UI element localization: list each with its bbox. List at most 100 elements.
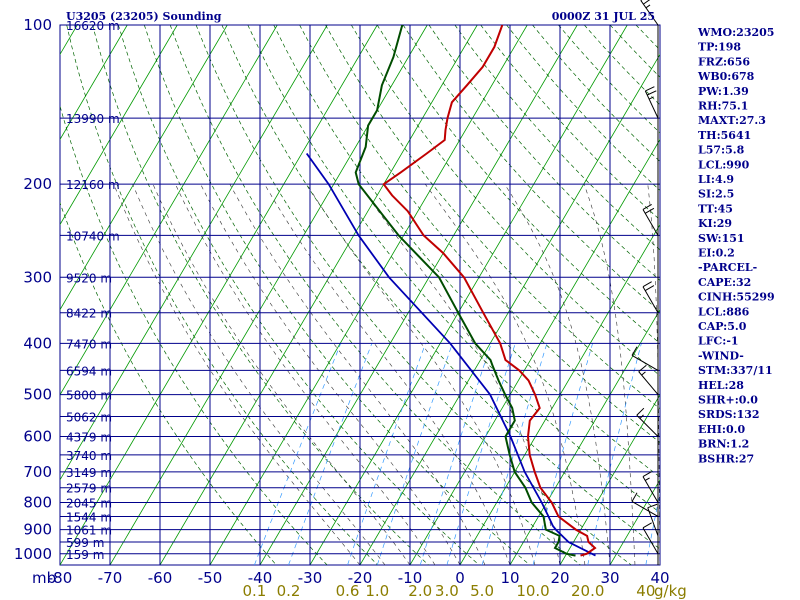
- wind-barb: [642, 471, 659, 503]
- units-label: mb: [32, 569, 56, 587]
- stability-index: SRDS:132: [698, 408, 760, 421]
- mixing-ratio-tick-label: 0.1: [243, 582, 267, 600]
- mixing-ratio-line: [532, 343, 593, 565]
- height-tick-label: 1544 m: [66, 510, 112, 524]
- wind-barb-half-flag: [641, 371, 646, 376]
- wind-barb-half-flag: [645, 4, 651, 9]
- mixing-ratio-tick-label: 5.0: [470, 582, 494, 600]
- isotherm-line: [309, 25, 628, 565]
- moist-adiabat-line: [504, 184, 611, 565]
- height-tick-label: 3740 m: [66, 449, 112, 463]
- stability-index: SI:2.5: [698, 188, 734, 201]
- pressure-tick-label: 700: [23, 463, 52, 481]
- wind-barb-flag: [643, 0, 651, 5]
- moist-adiabat-line: [229, 184, 486, 565]
- wind-barb-staff: [647, 507, 659, 537]
- parcel-trace: [305, 152, 596, 557]
- temperature-tick-label: -20: [348, 569, 373, 587]
- moist-adiabat-line: [306, 184, 536, 565]
- moist-adiabat-line: [264, 184, 511, 565]
- temperature-tick-label: -30: [298, 569, 323, 587]
- wind-barb-flag: [645, 86, 655, 92]
- height-tick-label: 5062 m: [66, 411, 112, 425]
- dry-adiabat-line: [143, 25, 531, 565]
- height-tick-label: 5800 m: [66, 389, 112, 403]
- wind-barb: [631, 346, 659, 371]
- moist-adiabat-line: [200, 184, 461, 565]
- wind-barbs: [631, 0, 659, 565]
- mixing-ratio-line: [587, 343, 642, 565]
- wind-barb-flag: [642, 204, 652, 210]
- moist-adiabat-line: [583, 184, 636, 565]
- stability-index: PW:1.39: [698, 85, 749, 98]
- chart-time: 0000Z 31 JUL 25: [552, 10, 655, 23]
- mixing-ratio-tick-label: 3.0: [435, 582, 459, 600]
- height-tick-label: 16620 m: [66, 19, 120, 33]
- stability-index: L57:5.8: [698, 144, 745, 157]
- pressure-tick-label: 300: [23, 268, 52, 286]
- dry-adiabat-line: [247, 25, 660, 514]
- dry-adiabat-line: [454, 25, 660, 251]
- stability-index: FRZ:656: [698, 55, 750, 68]
- temperature-tick-label: -40: [248, 569, 273, 587]
- stability-index: LFC:-1: [698, 335, 739, 348]
- mixing-ratio-tick-label: 10.0: [516, 582, 549, 600]
- wind-barb-flag: [636, 407, 645, 416]
- dry-adiabat-line: [428, 25, 660, 281]
- stability-index: HEL:28: [698, 379, 744, 392]
- dry-adiabat-line: [402, 25, 660, 313]
- height-tick-label: 12160 m: [66, 178, 120, 192]
- stability-index: BSHR:27: [698, 452, 754, 465]
- dry-adiabat-line: [273, 25, 660, 478]
- temperature-trace: [382, 25, 597, 557]
- height-tick-label: 1061 m: [66, 524, 112, 538]
- stability-index: EI:0.2: [698, 247, 735, 260]
- mixing-unit-label: g/kg: [654, 582, 687, 600]
- stability-index: SW:151: [698, 232, 745, 245]
- wind-barb-flag: [638, 364, 647, 373]
- pressure-tick-label: 800: [23, 494, 52, 512]
- mixing-ratio-line: [376, 343, 453, 565]
- temperature-tick-label: 0: [455, 569, 465, 587]
- stability-index: TH:5641: [698, 129, 751, 142]
- stability-index: CINH:55299: [698, 291, 775, 304]
- stability-index: SHR+:0.0: [698, 394, 758, 407]
- stability-index: TT:45: [698, 202, 733, 215]
- height-tick-label: 13990 m: [66, 112, 120, 126]
- stability-index: WB0:678: [697, 70, 755, 83]
- mixing-ratio-line: [419, 343, 492, 565]
- height-tick-label: 2579 m: [66, 482, 112, 496]
- wind-barb-half-flag: [639, 414, 644, 419]
- moist-adiabat-line: [132, 184, 386, 565]
- stability-index: BRN:1.2: [698, 438, 749, 451]
- isotherm-line: [0, 25, 27, 565]
- wind-barb-flag: [645, 207, 655, 214]
- temperature-tick-label: -70: [98, 569, 123, 587]
- isotherm-line: [359, 53, 660, 565]
- moist-adiabat-line: [647, 184, 660, 565]
- wind-barb: [644, 86, 659, 119]
- wind-barb-flag: [642, 522, 652, 529]
- dry-adiabat-line: [66, 25, 379, 565]
- height-tick-label: 3149 m: [66, 466, 112, 480]
- stability-index: LCL:990: [698, 158, 750, 171]
- height-tick-label: 159 m: [66, 548, 104, 562]
- isotherm-line: [209, 25, 528, 565]
- dry-adiabat-line: [118, 25, 480, 565]
- stability-index: STM:337/11: [698, 364, 773, 377]
- wind-barb: [642, 281, 659, 313]
- mixing-ratio-lines: [254, 343, 660, 565]
- isotherm-line: [60, 25, 378, 565]
- stability-index: WMO:23205: [697, 26, 774, 39]
- stability-index: EHI:0.0: [698, 423, 745, 436]
- mixing-ratio-line: [481, 343, 548, 565]
- temperature-tick-label: -60: [148, 569, 173, 587]
- wind-barb-flag: [642, 471, 652, 478]
- stability-index: CAPE:32: [698, 276, 751, 289]
- wind-barb-half-flag: [648, 96, 654, 100]
- mixing-ratio-tick-label: 0.6: [336, 582, 360, 600]
- stability-index: CAP:5.0: [698, 320, 747, 333]
- mixing-ratio-tick-label: 1.0: [365, 582, 389, 600]
